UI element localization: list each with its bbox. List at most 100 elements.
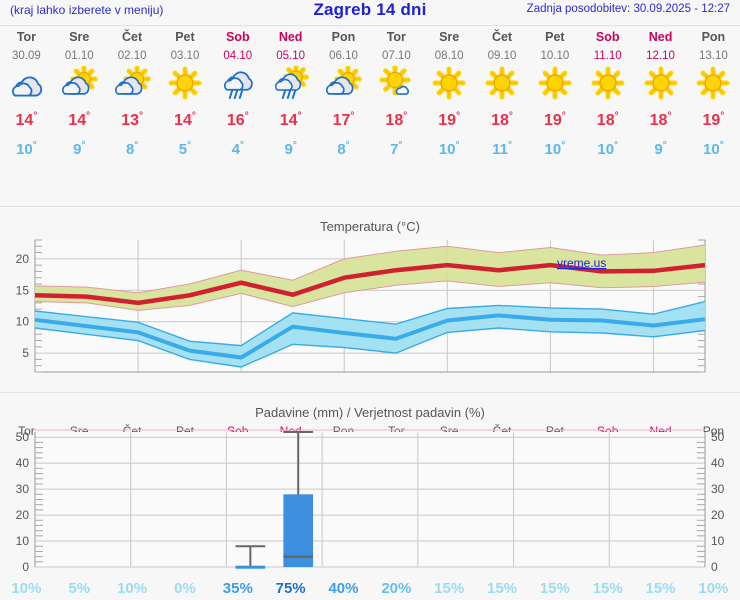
svg-text:0: 0 <box>711 560 718 574</box>
last-update: Zadnja posodobitev: 30.09.2025 - 12:27 <box>526 3 730 15</box>
tmax-row: 14° 14° 13° 14° 16° 14° 17° 18° 19° 18° 19° 18° 18° 1… <box>0 104 740 134</box>
temperature-max: 17° <box>332 111 355 130</box>
partly-sunny-icon <box>323 66 363 102</box>
sunny-icon <box>165 66 205 102</box>
day-name: Sre <box>69 30 90 44</box>
svg-text:20: 20 <box>16 508 30 522</box>
precip-probability: 15% <box>434 580 465 597</box>
day-date: 09.10 <box>487 50 517 62</box>
temperature-max: 13° <box>121 111 143 130</box>
day-date: 10.10 <box>540 50 570 62</box>
precip-probability: 10% <box>698 580 729 597</box>
page-header: (kraj lahko izberete v meniju) Zagreb 14… <box>0 0 740 24</box>
temperature-min: 8° <box>125 140 139 159</box>
temperature-chart-title: Temperatura (°C) <box>320 219 420 234</box>
temperature-max: 18° <box>596 111 619 130</box>
divider-middle <box>0 206 740 207</box>
precip-probability: 0% <box>174 580 196 597</box>
temperature-min: 10° <box>438 140 460 159</box>
svg-text:50: 50 <box>711 430 725 444</box>
temperature-min: 10° <box>16 140 37 159</box>
day-date: 13.10 <box>699 50 728 62</box>
temperature-min: 10° <box>544 140 566 159</box>
sunny-icon <box>482 66 522 102</box>
daily-summary-strip: Tor Sre Čet Pet Sob Ned Pon Tor Sre Čet Pet Sob Ned P… <box>0 28 740 200</box>
svg-text:10: 10 <box>16 534 30 548</box>
day-name: Čet <box>122 30 143 44</box>
day-date: 04.10 <box>223 50 253 62</box>
svg-text:15: 15 <box>16 283 30 297</box>
day-name: Pon <box>331 30 356 44</box>
day-name: Ned <box>278 30 303 44</box>
temperature-max: 19° <box>543 111 566 130</box>
day-date: 01.10 <box>64 50 94 62</box>
svg-text:40: 40 <box>711 456 725 470</box>
day-date: 11.10 <box>593 50 622 62</box>
svg-text:50: 50 <box>16 430 30 444</box>
precipitation-chart: 0 0 10 10 20 20 30 30 40 40 50 50 <box>0 422 740 600</box>
temperature-max: 19° <box>702 111 725 130</box>
menu-hint: (kraj lahko izberete v meniju) <box>10 3 164 17</box>
precip-probability: 5% <box>68 580 91 597</box>
svg-text:5: 5 <box>22 346 29 360</box>
precip-probability-row: 10% 5% 10% 0% 35% 75% 40% 20% 15% 15% 15% 15% 15% 10% <box>0 580 740 598</box>
day-date: 08.10 <box>434 50 464 62</box>
day-name: Čet <box>491 30 513 44</box>
sun-rain-icon <box>271 66 311 102</box>
partly-sunny-icon <box>112 66 152 102</box>
temperature-min: 11° <box>492 140 512 159</box>
temperature-max: 18° <box>649 111 672 130</box>
temperature-max: 18° <box>491 111 513 130</box>
precip-probability: 35% <box>222 580 253 597</box>
svg-text:20: 20 <box>16 252 30 266</box>
day-date: 30.09 <box>12 50 41 62</box>
svg-text:20: 20 <box>711 508 725 522</box>
day-date: 12.10 <box>646 50 675 62</box>
sun-small-cloud-icon <box>376 66 416 102</box>
temperature-max: 16° <box>226 111 249 130</box>
day-date: 02.10 <box>117 50 147 62</box>
svg-text:0: 0 <box>22 560 29 574</box>
precip-probability: 15% <box>487 580 518 597</box>
temperature-max: 14° <box>174 111 196 130</box>
precipitation-chart-title: Padavine (mm) / Verjetnost padavin (%) <box>255 405 485 420</box>
precip-probability: 40% <box>328 580 359 597</box>
precip-probability: 10% <box>117 580 148 597</box>
precip-probability: 75% <box>275 580 306 597</box>
rain-icon <box>218 66 258 102</box>
svg-text:30: 30 <box>711 482 725 496</box>
day-name: Sob <box>595 30 620 44</box>
day-name-row: Tor Sre Čet Pet Sob Ned Pon Tor Sre Čet Pet Sob Ned P… <box>0 28 740 46</box>
divider-top <box>0 25 740 26</box>
day-name: Pon <box>701 30 726 44</box>
temperature-max: 14° <box>15 111 38 130</box>
day-name: Sob <box>225 30 250 44</box>
svg-text:10: 10 <box>711 534 725 548</box>
watermark: vreme.us <box>557 256 606 270</box>
precip-day-label: Tor <box>18 424 35 438</box>
temperature-max: 18° <box>385 111 408 130</box>
day-name: Ned <box>648 30 673 44</box>
cloudy-icon <box>6 66 46 102</box>
day-date-row: 30.09 01.10 02.10 03.10 04.10 05.10 06.10 07.10… <box>0 46 740 64</box>
temperature-max: 14° <box>279 111 302 130</box>
temperature-min: 9° <box>284 140 297 159</box>
svg-text:10: 10 <box>16 315 30 329</box>
temperature-min: 9° <box>73 140 86 159</box>
precip-probability: 15% <box>592 580 623 597</box>
sunny-icon <box>641 66 681 102</box>
temperature-min: 8° <box>337 140 350 159</box>
temperature-min: 10° <box>597 140 619 159</box>
day-name: Tor <box>16 30 37 44</box>
temperature-max: 14° <box>68 111 91 130</box>
temperature-min: 9° <box>654 140 667 159</box>
precip-probability: 15% <box>539 580 570 597</box>
temperature-min: 7° <box>390 140 403 159</box>
svg-text:30: 30 <box>16 482 30 496</box>
day-name: Sre <box>439 30 460 44</box>
sunny-icon <box>588 66 628 102</box>
sunny-icon <box>693 66 733 102</box>
day-date: 03.10 <box>170 50 200 62</box>
temperature-max: 19° <box>438 111 461 130</box>
